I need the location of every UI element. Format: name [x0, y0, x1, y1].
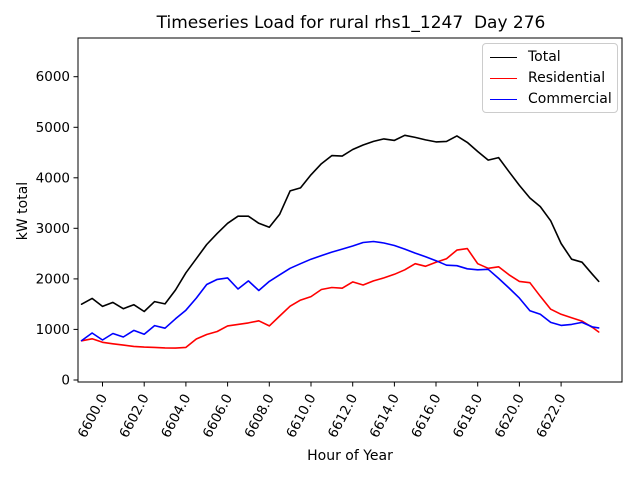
- series-line-commercial: [80, 240, 600, 342]
- x-tick-label: 6608.0: [242, 391, 278, 440]
- legend-label-total: Total: [528, 48, 561, 65]
- x-tick-label: 6606.0: [200, 391, 236, 440]
- commercial-line-swatch: [490, 98, 517, 100]
- x-tick-label: 6622.0: [533, 391, 569, 440]
- legend-item-residential: Residential: [483, 68, 617, 89]
- x-tick-label: 6610.0: [283, 391, 319, 440]
- legend: Total Residential Commercial: [482, 43, 618, 113]
- y-tick-label: 5000: [36, 120, 70, 136]
- x-tick-label: 6616.0: [408, 391, 444, 440]
- plot-frame: [77, 37, 623, 383]
- x-tick-label: 6612.0: [325, 391, 361, 440]
- y-tick-label: 2000: [36, 271, 70, 287]
- residential-line-swatch: [490, 77, 517, 79]
- legend-label-residential: Residential: [528, 69, 606, 86]
- series-line-residential: [80, 247, 600, 349]
- x-tick-label: 6604.0: [158, 391, 194, 440]
- x-tick-label: 6602.0: [116, 391, 152, 440]
- y-tick-label: 6000: [36, 69, 70, 85]
- legend-item-total: Total: [483, 47, 617, 68]
- y-tick-label: 4000: [36, 170, 70, 186]
- x-tick-label: 6618.0: [450, 391, 486, 440]
- legend-item-commercial: Commercial: [483, 89, 617, 110]
- y-tick-label: 0: [61, 373, 70, 389]
- y-tick-label: 3000: [36, 221, 70, 237]
- y-tick-label: 1000: [36, 322, 70, 338]
- chart-title: Timeseries Load for rural rhs1_1247 Day …: [156, 13, 546, 33]
- x-tick-label: 6600.0: [75, 391, 111, 440]
- x-tick-label: 6620.0: [492, 391, 528, 440]
- y-axis-label: kW total: [15, 181, 31, 241]
- total-line-swatch: [490, 56, 517, 58]
- x-tick-label: 6614.0: [367, 391, 403, 440]
- x-axis-label: Hour of Year: [307, 448, 393, 464]
- legend-label-commercial: Commercial: [528, 90, 612, 107]
- series-line-total: [80, 134, 600, 313]
